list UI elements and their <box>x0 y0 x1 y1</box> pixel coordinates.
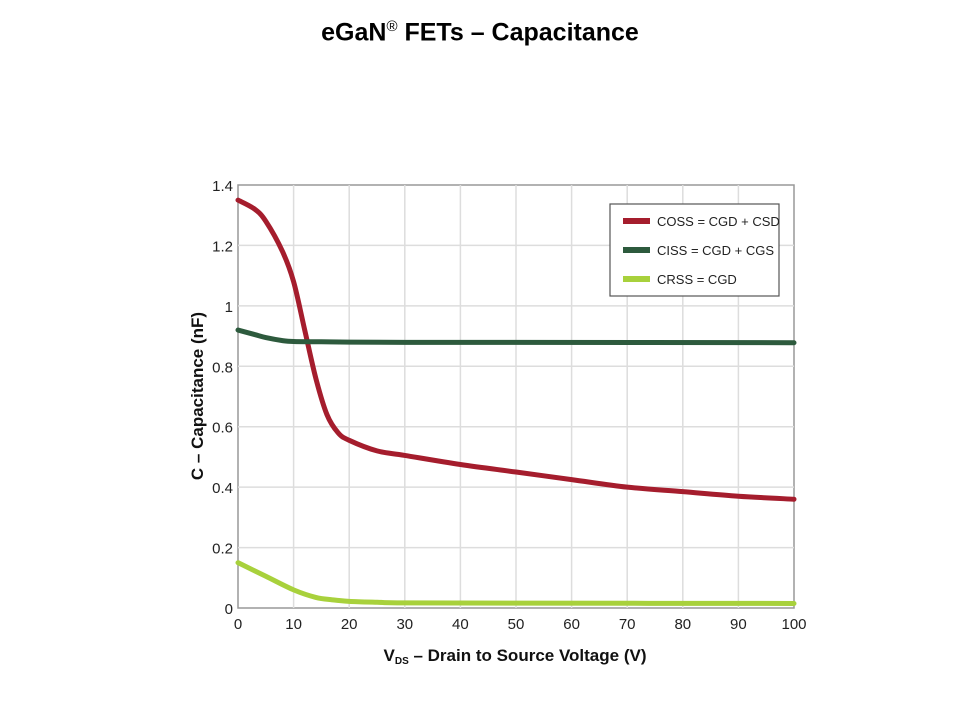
slide-title: eGaN® FETs – Capacitance <box>0 18 960 47</box>
title-text-rest: FETs – Capacitance <box>397 18 639 47</box>
y-tick-label: 0.2 <box>212 541 233 558</box>
series-line-1 <box>235 197 797 502</box>
legend-label: CISS = CGD + CGS <box>657 243 774 258</box>
series-line-2 <box>235 327 797 346</box>
y-tick-label: 0.8 <box>212 359 233 376</box>
legend: COSS = CGD + CSD CISS = CGD + CGS CRSS = C… <box>609 203 780 297</box>
x-tick-label: 80 <box>674 616 691 633</box>
x-tick-label: 40 <box>452 616 469 633</box>
series-line-3 <box>235 560 797 606</box>
y-tick-label: 1 <box>225 299 233 316</box>
x-tick-label: 20 <box>341 616 358 633</box>
x-tick-label: 10 <box>285 616 302 633</box>
y-tick-label: 1.4 <box>212 178 233 195</box>
legend-label: CRSS = CGD <box>657 272 737 287</box>
x-tick-label: 90 <box>730 616 747 633</box>
legend-label: COSS = CGD + CSD <box>657 214 780 229</box>
registered-mark: ® <box>386 18 398 35</box>
x-tick-label: 60 <box>563 616 580 633</box>
title-text: eGaN <box>321 18 387 47</box>
x-tick-label: 70 <box>619 616 636 633</box>
x-tick-label: 30 <box>396 616 413 633</box>
x-tick-label: 100 <box>781 616 806 633</box>
y-tick-label: 1.2 <box>212 238 233 255</box>
y-axis-label: C – Capacitance (nF) <box>188 312 207 480</box>
y-tick-label: 0.6 <box>212 420 233 437</box>
y-tick-label: 0 <box>225 601 233 618</box>
x-axis-label: VDS – Drain to Source Voltage (V) <box>384 646 647 667</box>
y-tick-label: 0.4 <box>212 480 233 497</box>
x-tick-label: 0 <box>234 616 242 633</box>
x-tick-label: 50 <box>508 616 525 633</box>
